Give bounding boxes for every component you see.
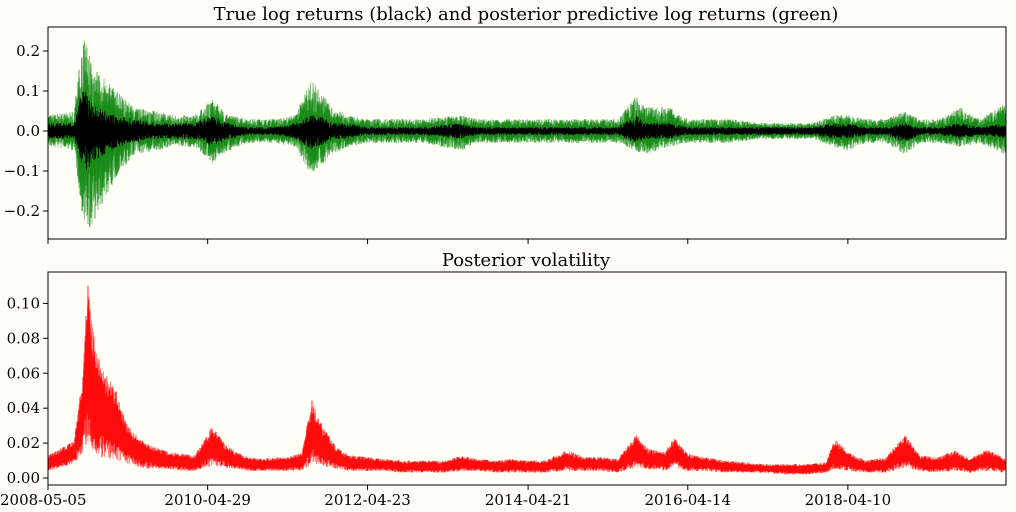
- returns-ytick-label: 0.0: [16, 122, 40, 140]
- volatility-axes-frame: [47, 271, 1007, 486]
- returns-ytick-label: 0.2: [16, 42, 40, 60]
- returns-ytick-label: 0.1: [16, 82, 40, 100]
- returns-y-axis: −0.2 −0.1 0.0 0.1 0.2: [4, 42, 48, 220]
- volatility-xtick-label: 2010-04-29: [164, 491, 250, 509]
- volatility-series-layer: [47, 285, 1007, 475]
- volatility-xtick-label: 2016-04-14: [645, 491, 731, 509]
- returns-x-axis: [47, 239, 849, 244]
- volatility-xtick-label: 2014-04-21: [485, 491, 571, 509]
- volatility-xtick-label: 2012-04-23: [324, 491, 410, 509]
- returns-ytick-label: −0.2: [4, 202, 40, 220]
- returns-title: True log returns (black) and posterior p…: [214, 4, 839, 25]
- returns-axes-frame: [47, 26, 1007, 240]
- returns-panel: True log returns (black) and posterior p…: [4, 4, 1007, 244]
- volatility-title: Posterior volatility: [442, 250, 611, 271]
- volatility-ytick-label: 0.04: [7, 399, 40, 417]
- volatility-panel: Posterior volatility 0.000.020.040.060.0…: [0, 250, 1007, 509]
- returns-series-layer: [47, 40, 1007, 227]
- returns-ytick-label: −0.1: [4, 162, 40, 180]
- volatility-xtick-label: 2008-05-05: [0, 491, 86, 509]
- true-returns-series: [47, 91, 1007, 171]
- volatility-ytick-label: 0.02: [7, 434, 40, 452]
- volatility-series: [47, 285, 1007, 475]
- volatility-plot-area: [48, 272, 1006, 485]
- volatility-ytick-label: 0.10: [7, 294, 40, 312]
- volatility-xtick-label: 2018-04-10: [805, 491, 891, 509]
- volatility-ytick-label: 0.08: [7, 329, 40, 347]
- volatility-x-axis: 2008-05-05 2010-04-29 2012-04-23 2014-04-21…: [0, 485, 891, 509]
- volatility-ytick-label: 0.06: [7, 364, 40, 382]
- volatility-y-axis: 0.00 0.02 0.04 0.06 0.08 0.10: [7, 294, 48, 487]
- volatility-ytick-label: 0.00: [7, 469, 40, 487]
